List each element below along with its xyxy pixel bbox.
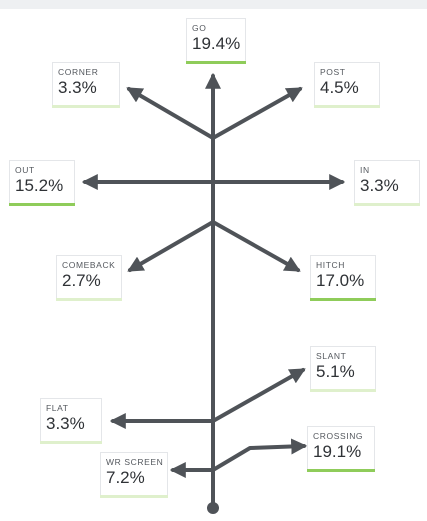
route-percent: 3.3% bbox=[46, 414, 85, 433]
route-share-bar bbox=[354, 203, 420, 206]
route-line-corner bbox=[126, 87, 215, 140]
route-name: OUT bbox=[15, 165, 35, 175]
route-name: CROSSING bbox=[313, 431, 364, 441]
route-percent: 4.5% bbox=[320, 78, 359, 97]
route-share-bar bbox=[310, 389, 376, 392]
route-line-post bbox=[211, 87, 303, 140]
route-card-slant: SLANT 5.1% bbox=[310, 346, 376, 392]
route-percent: 19.1% bbox=[313, 442, 362, 461]
route-card-wr-screen: WR SCREEN 7.2% bbox=[100, 452, 168, 498]
route-percent: 7.2% bbox=[106, 468, 145, 487]
route-card-comeback: COMEBACK 2.7% bbox=[56, 255, 122, 301]
route-line-comeback bbox=[127, 220, 215, 272]
route-share-bar bbox=[56, 298, 122, 301]
route-card-post: POST 4.5% bbox=[314, 62, 380, 108]
route-card-flat: FLAT 3.3% bbox=[40, 398, 102, 444]
route-card-out: OUT 15.2% bbox=[9, 160, 75, 206]
route-share-bar bbox=[314, 105, 380, 108]
route-percent: 3.3% bbox=[360, 176, 399, 195]
route-line-slant bbox=[211, 368, 306, 423]
route-card-corner: CORNER 3.3% bbox=[52, 62, 120, 108]
route-name: WR SCREEN bbox=[106, 457, 164, 467]
route-share-bar bbox=[100, 495, 168, 498]
top-band bbox=[0, 0, 427, 9]
route-percent: 3.3% bbox=[58, 78, 97, 97]
route-percent: 5.1% bbox=[316, 362, 355, 381]
route-card-go: GO 19.4% bbox=[186, 18, 246, 64]
route-name: HITCH bbox=[316, 260, 345, 270]
route-percent: 19.4% bbox=[192, 34, 241, 53]
route-share-bar bbox=[52, 105, 120, 108]
route-percent: 15.2% bbox=[15, 176, 64, 195]
route-share-bar bbox=[186, 61, 246, 64]
route-name: SLANT bbox=[316, 351, 347, 361]
route-percent: 17.0% bbox=[316, 271, 365, 290]
route-percent: 2.7% bbox=[62, 271, 101, 290]
route-share-bar bbox=[40, 441, 102, 444]
route-name: GO bbox=[192, 23, 207, 33]
route-share-bar bbox=[9, 203, 75, 206]
route-share-bar bbox=[307, 469, 375, 472]
route-name: FLAT bbox=[46, 403, 69, 413]
route-name: POST bbox=[320, 67, 346, 77]
route-card-hitch: HITCH 17.0% bbox=[310, 255, 376, 301]
route-line-hitch bbox=[211, 220, 301, 272]
route-line-crossing bbox=[211, 438, 308, 472]
route-origin-dot bbox=[207, 502, 219, 514]
route-name: IN bbox=[360, 165, 370, 175]
route-share-bar bbox=[310, 298, 376, 301]
route-name: COMEBACK bbox=[62, 260, 116, 270]
route-name: CORNER bbox=[58, 67, 99, 77]
route-card-in: IN 3.3% bbox=[354, 160, 420, 206]
route-card-crossing: CROSSING 19.1% bbox=[307, 426, 375, 472]
